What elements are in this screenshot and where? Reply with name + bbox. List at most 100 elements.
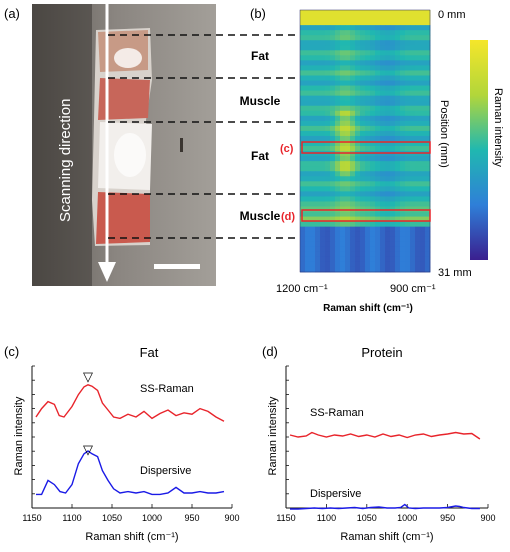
map-cell	[360, 40, 366, 46]
map-cell	[420, 10, 426, 16]
map-cell	[415, 85, 421, 92]
map-cell	[345, 191, 351, 197]
map-cell	[360, 25, 366, 31]
map-cell	[345, 95, 351, 102]
map-cell	[410, 50, 416, 56]
map-cell	[395, 50, 401, 56]
map-cell	[425, 70, 431, 76]
map-cell	[360, 10, 366, 16]
series-label: Dispersive	[140, 465, 191, 477]
map-cell	[355, 60, 361, 66]
map-cell	[370, 241, 376, 248]
map-cell	[350, 206, 356, 212]
map-cell	[400, 146, 406, 152]
map-cell	[380, 186, 386, 192]
series-line-ss-raman	[35, 384, 225, 422]
map-cell	[330, 221, 336, 228]
map-cell	[320, 251, 326, 258]
map-cell	[345, 201, 351, 207]
marker-c-box	[301, 141, 431, 154]
map-cell	[300, 45, 306, 51]
map-cell	[365, 156, 371, 162]
map-cell	[345, 120, 351, 127]
map-cell	[320, 45, 326, 51]
map-cell	[305, 90, 311, 97]
map-cell	[380, 120, 386, 127]
map-cell	[405, 110, 411, 117]
map-cell	[390, 181, 396, 187]
map-cell	[395, 40, 401, 46]
map-cell	[390, 216, 396, 223]
map-cell	[355, 151, 361, 157]
map-cell	[350, 130, 356, 137]
map-cell	[415, 186, 421, 192]
map-cell	[385, 85, 391, 92]
map-cell	[355, 25, 361, 31]
map-cell	[370, 181, 376, 187]
map-cell	[375, 196, 381, 202]
map-cell	[335, 25, 341, 31]
map-cell	[325, 100, 331, 107]
map-cell	[395, 171, 401, 177]
map-cell	[360, 151, 366, 157]
map-cell	[395, 226, 401, 233]
map-cell	[370, 25, 376, 31]
map-cell	[360, 141, 366, 147]
map-cell	[300, 135, 306, 142]
map-cell	[410, 95, 416, 102]
map-cell	[405, 151, 411, 157]
map-cell	[390, 211, 396, 217]
map-cell	[390, 141, 396, 147]
map-cell	[420, 221, 426, 228]
map-cell	[335, 151, 341, 157]
map-cell	[395, 90, 401, 97]
map-cell	[355, 256, 361, 263]
map-cell	[360, 125, 366, 132]
map-cell	[310, 135, 316, 142]
map-cell	[380, 60, 386, 66]
map-cell	[385, 146, 391, 152]
map-cell	[345, 236, 351, 243]
map-cell	[390, 95, 396, 102]
map-cell	[350, 176, 356, 182]
map-cell	[415, 231, 421, 238]
map-cell	[365, 176, 371, 182]
map-cell	[420, 75, 426, 81]
map-cell	[315, 30, 321, 36]
map-cell	[350, 226, 356, 233]
protein-spectrum-chart: 1150 1100 1050 1000 950 900 Protein Raman shift…	[267, 345, 496, 543]
map-cell	[340, 181, 346, 187]
map-cell	[380, 75, 386, 81]
map-cell	[310, 191, 316, 197]
map-cell	[335, 186, 341, 192]
map-cell	[360, 186, 366, 192]
map-cell	[365, 196, 371, 202]
map-cell	[315, 246, 321, 253]
map-cell	[300, 266, 306, 273]
map-cell	[340, 75, 346, 81]
map-cell	[350, 50, 356, 56]
map-cell	[320, 241, 326, 248]
map-cell	[375, 236, 381, 243]
map-cell	[385, 256, 391, 263]
map-cell	[310, 100, 316, 107]
map-cell	[305, 85, 311, 92]
map-cell	[330, 60, 336, 66]
map-cell	[345, 35, 351, 41]
map-cell	[365, 100, 371, 107]
map-cell	[395, 130, 401, 137]
map-cell	[390, 55, 396, 61]
map-cell	[420, 196, 426, 202]
map-cell	[335, 196, 341, 202]
map-cell	[350, 256, 356, 263]
map-cell	[305, 30, 311, 36]
map-cell	[350, 135, 356, 142]
map-cell	[390, 100, 396, 107]
region-label-muscle-1: Muscle	[240, 94, 281, 108]
map-cell	[345, 171, 351, 177]
map-cell	[340, 70, 346, 76]
map-cell	[395, 125, 401, 132]
map-cell	[300, 25, 306, 31]
map-cell	[380, 15, 386, 21]
map-cell	[300, 75, 306, 81]
